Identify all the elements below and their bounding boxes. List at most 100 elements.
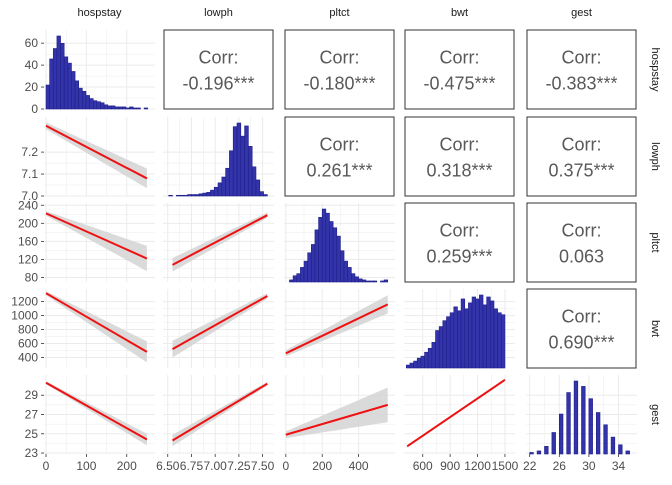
y-tick-label: 240	[18, 198, 38, 212]
histogram-bar	[536, 450, 542, 455]
histogram-bar	[482, 304, 487, 369]
histogram-bar	[259, 191, 264, 197]
x-tick-label: 6.50	[156, 459, 180, 473]
y-tick-label: 0	[31, 102, 38, 116]
x-tick-label: 1500	[492, 459, 519, 473]
histogram-bar	[372, 280, 378, 283]
regression-line	[172, 214, 268, 266]
histogram-bar	[103, 104, 109, 110]
histogram-bar	[464, 308, 469, 369]
histogram-bar	[191, 194, 196, 197]
histogram-bar	[129, 106, 134, 110]
histogram-bar	[325, 212, 330, 283]
y-tick-label: 7.2	[21, 145, 38, 159]
histogram-bar	[551, 432, 556, 455]
histogram-bar	[595, 412, 601, 455]
histogram-bar	[405, 364, 411, 369]
histogram-bar	[475, 298, 480, 369]
x-tick-label: 100	[76, 459, 96, 473]
histogram-bar	[431, 342, 436, 369]
y-tick-label: 1000	[11, 309, 38, 323]
correlation-panel	[284, 116, 395, 197]
histogram-bar	[361, 279, 367, 283]
histogram-bar	[194, 194, 200, 197]
histogram-bar	[420, 355, 425, 369]
histogram-bar	[60, 42, 65, 110]
histogram-bar	[369, 280, 374, 283]
correlation-value: -0.180***	[303, 74, 375, 94]
histogram-bar	[365, 280, 370, 283]
histogram-bar	[566, 392, 571, 455]
histogram-bar	[92, 100, 98, 110]
correlation-value: 0.318***	[426, 161, 492, 181]
x-tick-label: 600	[413, 459, 433, 473]
histogram-bar	[438, 326, 444, 369]
x-tick-label: 0	[282, 459, 289, 473]
x-tick-label: 900	[440, 459, 460, 473]
histogram-bar	[340, 250, 345, 283]
row-strip-label: lowph	[649, 142, 661, 171]
regression-line	[171, 382, 268, 442]
histogram-bar	[52, 48, 58, 110]
correlation-value: -0.196***	[182, 74, 254, 94]
correlation-panel	[404, 202, 515, 283]
histogram-bar	[336, 235, 341, 283]
histogram-bar	[292, 275, 298, 283]
histogram-bar	[307, 252, 312, 283]
histogram-bar	[321, 208, 327, 283]
histogram-bar	[263, 194, 268, 197]
y-tick-label: 20	[25, 80, 39, 94]
y-tick-label: 600	[18, 337, 38, 351]
correlation-label: Corr:	[562, 221, 602, 241]
x-tick-label: 30	[582, 459, 596, 473]
y-tick-label: 27	[25, 408, 39, 422]
x-tick-label: 26	[553, 459, 567, 473]
regression-line	[171, 295, 268, 350]
histogram-bar	[329, 221, 334, 283]
histogram-bar	[67, 62, 72, 110]
histogram-bar	[486, 296, 491, 369]
row-strip-label: gest	[649, 404, 661, 425]
histogram-bar	[82, 90, 87, 110]
panel-grid	[404, 375, 515, 454]
histogram-bar	[206, 192, 211, 197]
histogram-bar	[183, 194, 188, 197]
correlation-label: Corr:	[562, 307, 602, 327]
histogram-bar	[449, 312, 455, 369]
y-tick-label: 7.0	[21, 189, 38, 203]
histogram-bar	[240, 135, 245, 197]
histogram-bar	[229, 150, 234, 197]
histogram-bar	[248, 146, 253, 197]
column-strip-label: lowph	[204, 7, 233, 19]
y-tick-label: 160	[18, 234, 38, 248]
correlation-panel	[526, 288, 637, 369]
y-tick-label: 60	[25, 36, 39, 50]
histogram-bar	[409, 362, 414, 369]
histogram-bar	[125, 107, 130, 110]
histogram-bar	[143, 107, 149, 110]
histogram-bar	[132, 107, 138, 110]
correlation-label: Corr:	[320, 135, 360, 155]
correlation-panel	[163, 29, 274, 110]
x-tick-label: 22	[523, 459, 537, 473]
x-tick-label: 200	[117, 459, 137, 473]
correlation-panel	[404, 116, 515, 197]
regression-line	[45, 292, 148, 353]
histogram-bar	[310, 244, 316, 283]
regression-line	[45, 124, 148, 180]
histogram-bar	[618, 444, 623, 455]
histogram-bar	[96, 101, 101, 110]
x-tick-label: 34	[612, 459, 626, 473]
x-tick-label: 7.25	[227, 459, 251, 473]
histogram-bar	[500, 314, 506, 369]
correlation-value: -0.475***	[423, 74, 495, 94]
y-tick-label: 400	[18, 351, 38, 365]
correlation-value: 0.063	[559, 247, 604, 267]
histogram-bar	[332, 227, 338, 283]
histogram-bar	[351, 273, 356, 283]
histogram-bar	[289, 279, 294, 283]
histogram-bar	[490, 300, 495, 369]
correlation-label: Corr:	[562, 48, 602, 68]
histogram-bar	[255, 179, 261, 197]
